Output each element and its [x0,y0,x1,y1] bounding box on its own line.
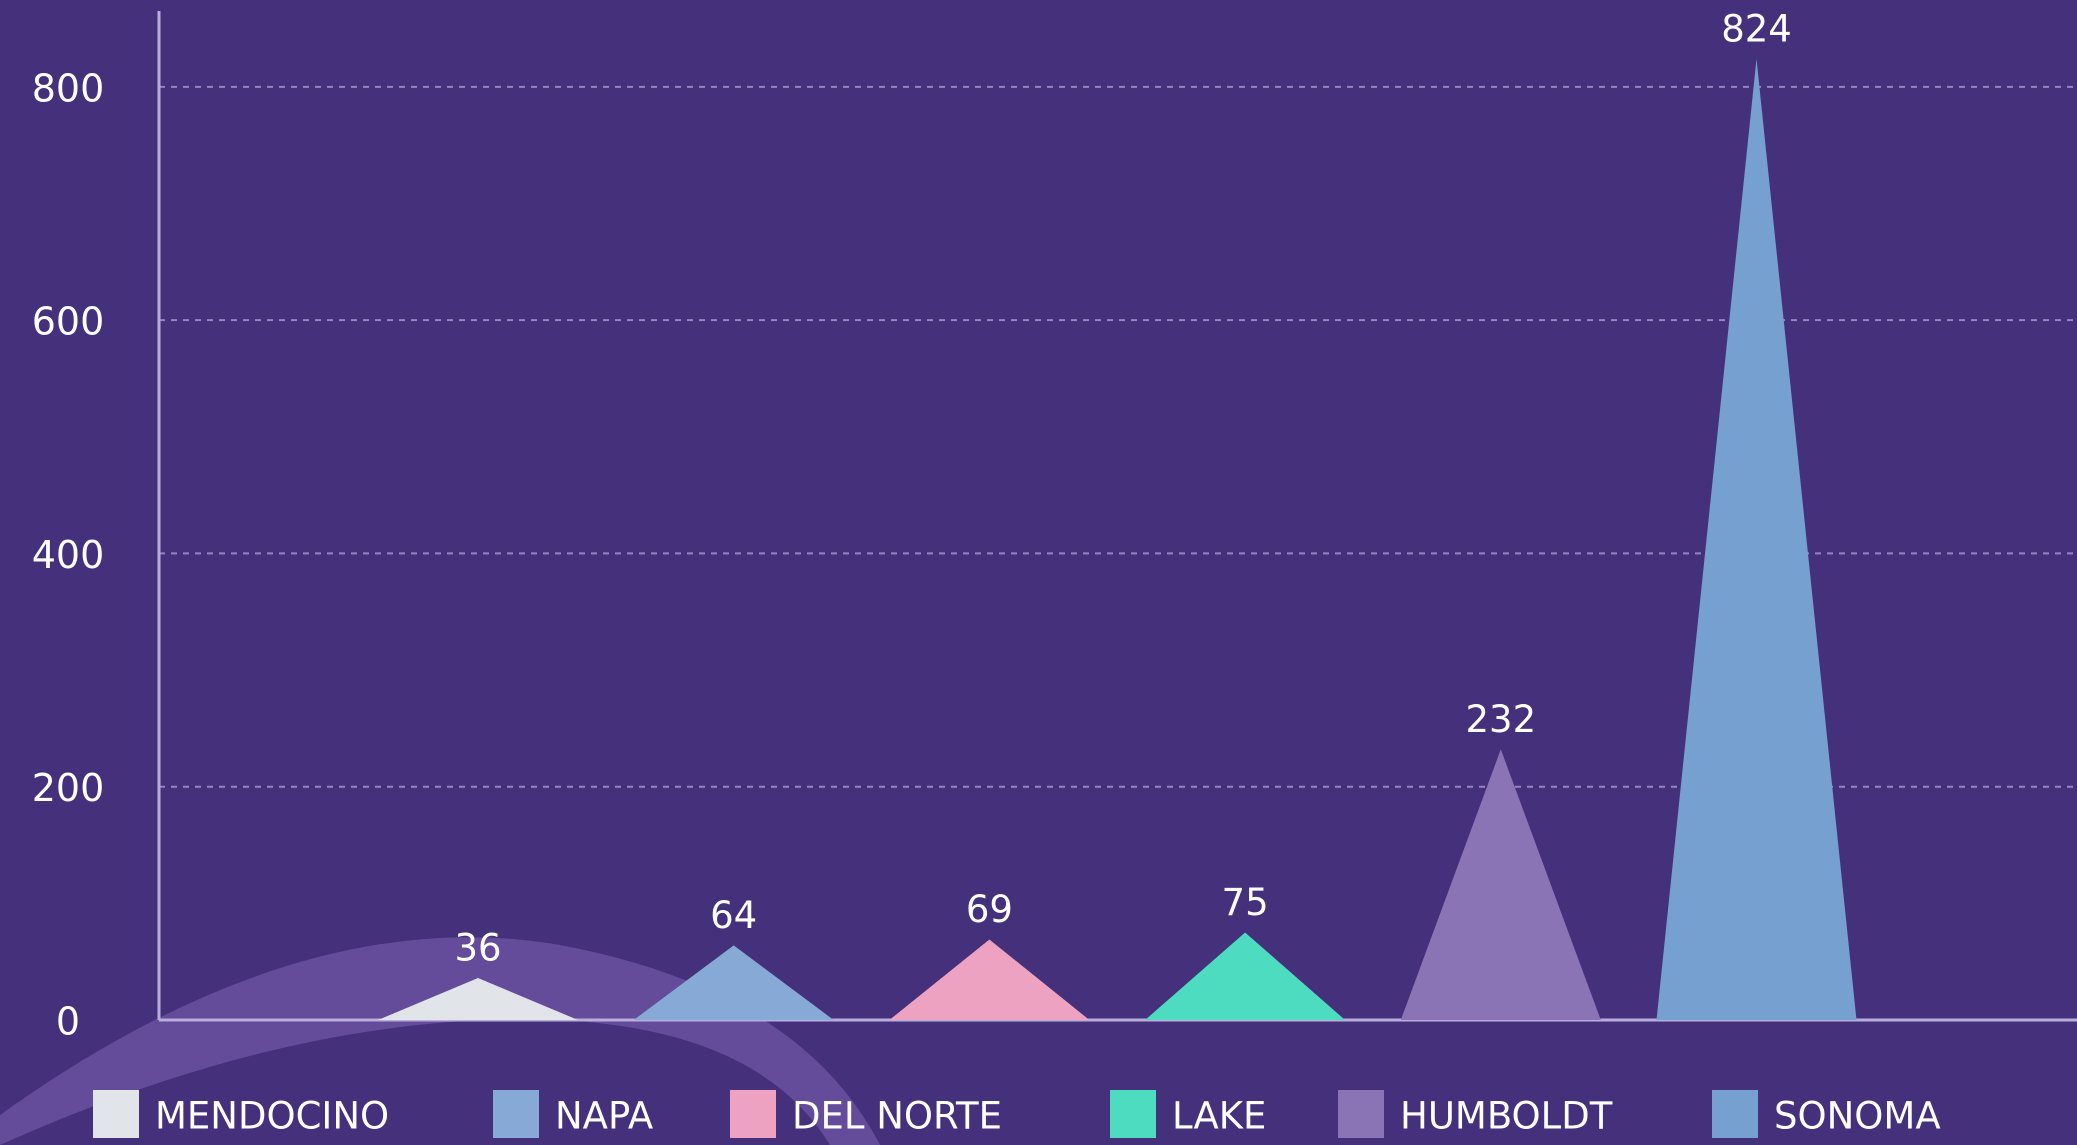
y-tick-label: 600 [32,300,105,344]
page: {"chart_data": {"type": "triangle-bar", … [0,0,2077,1145]
y-tick-label: 800 [32,66,105,110]
legend-swatch [1110,1090,1156,1138]
legend-label: MENDOCINO [155,1095,389,1138]
value-label: 64 [710,894,757,937]
legend-swatch [1338,1090,1384,1138]
value-label: 69 [966,888,1013,931]
legend-label: DEL NORTE [792,1095,1002,1138]
legend-label: HUMBOLDT [1400,1095,1613,1138]
legend-label: LAKE [1172,1095,1266,1138]
legend-swatch [493,1090,539,1138]
y-tick-label: 200 [32,766,105,810]
y-tick-label: 0 [56,1000,80,1044]
value-label: 232 [1465,698,1536,741]
legend-swatch [93,1090,139,1138]
legend-swatch [730,1090,776,1138]
value-label: 824 [1721,7,1792,50]
legend-label: NAPA [555,1095,653,1138]
legend-swatch [1712,1090,1758,1138]
value-label: 75 [1222,881,1269,924]
value-label: 36 [454,927,501,970]
legend-label: SONOMA [1774,1095,1941,1138]
chart: 0 200 400 600 800 36 64 69 75 232 824 MENDOCINO NA… [0,0,2077,1145]
y-tick-label: 400 [32,533,105,577]
